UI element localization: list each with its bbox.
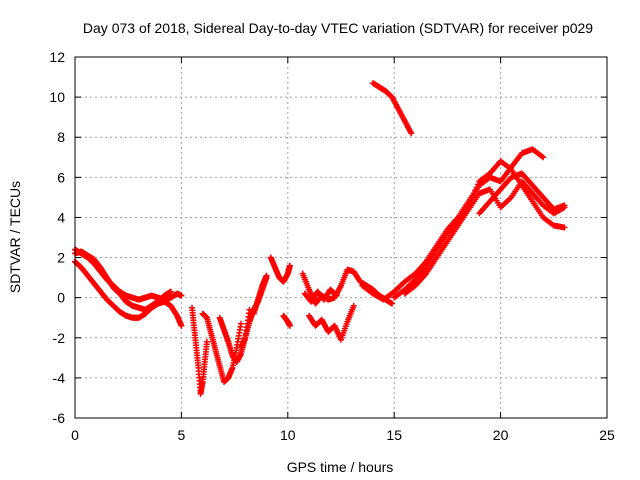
y-tick-label: 10	[49, 89, 65, 105]
data-point	[465, 202, 472, 209]
plot-frame	[74, 56, 608, 419]
y-tick-label: -6	[53, 410, 66, 426]
series-track-q	[391, 158, 568, 301]
axes: 0 5 10 15 20 25 -6 -4 -2 0 2 4 6 8 10 12	[49, 49, 615, 443]
series-track-h	[250, 272, 270, 317]
data-point-interp	[473, 184, 480, 191]
data-point	[540, 154, 547, 161]
series-track-i	[267, 254, 293, 285]
data-point	[263, 272, 270, 279]
data-point	[178, 322, 185, 329]
data-point	[561, 202, 568, 209]
series-track-f	[216, 306, 253, 365]
y-tick-label: 6	[57, 169, 65, 185]
data-point-interp	[332, 291, 339, 298]
x-tick-label: 0	[71, 427, 79, 443]
series-track-l	[306, 302, 357, 343]
data-point-interp	[467, 199, 474, 206]
grid-lines	[75, 57, 607, 418]
data-point	[350, 302, 357, 309]
x-axis-label: GPS time / hours	[287, 459, 394, 475]
y-tick-label: 4	[57, 209, 65, 225]
data-point	[203, 338, 210, 345]
y-tick-label: 8	[57, 129, 65, 145]
y-tick-label: -2	[53, 330, 66, 346]
x-tick-label: 10	[280, 427, 296, 443]
data-points	[72, 80, 568, 397]
y-axis-label: SDTVAR / TECUs	[7, 181, 23, 293]
y-tick-label: 12	[49, 49, 65, 65]
data-point-interp	[471, 190, 477, 197]
data-point	[167, 288, 174, 295]
chart-title: Day 073 of 2018, Sidereal Day-to-day VTE…	[83, 20, 593, 36]
data-point-interp	[469, 193, 476, 200]
series-track-j	[280, 312, 293, 329]
x-tick-label: 20	[493, 427, 509, 443]
x-tick-label: 25	[599, 427, 615, 443]
data-point	[561, 224, 568, 231]
series-track-d	[189, 304, 210, 397]
data-point-interp	[472, 187, 479, 194]
series-track-n	[369, 80, 415, 137]
data-point	[389, 300, 396, 307]
y-tick-label: 0	[57, 290, 65, 306]
data-point	[237, 320, 244, 327]
data-point-interp	[474, 181, 481, 188]
data-point	[333, 292, 340, 299]
x-tick-label: 5	[178, 427, 186, 443]
y-tick-label: -4	[53, 370, 66, 386]
data-point	[178, 292, 185, 299]
data-point	[286, 322, 293, 329]
series-track-e	[199, 310, 244, 385]
y-tick-label: 2	[57, 250, 65, 266]
series-track-r	[476, 170, 568, 217]
series-track-c	[72, 248, 174, 313]
x-tick-label: 15	[386, 427, 402, 443]
data-point-interp	[468, 196, 475, 203]
data-point	[408, 130, 415, 137]
data-point	[286, 262, 293, 269]
series-track-m	[301, 286, 340, 305]
